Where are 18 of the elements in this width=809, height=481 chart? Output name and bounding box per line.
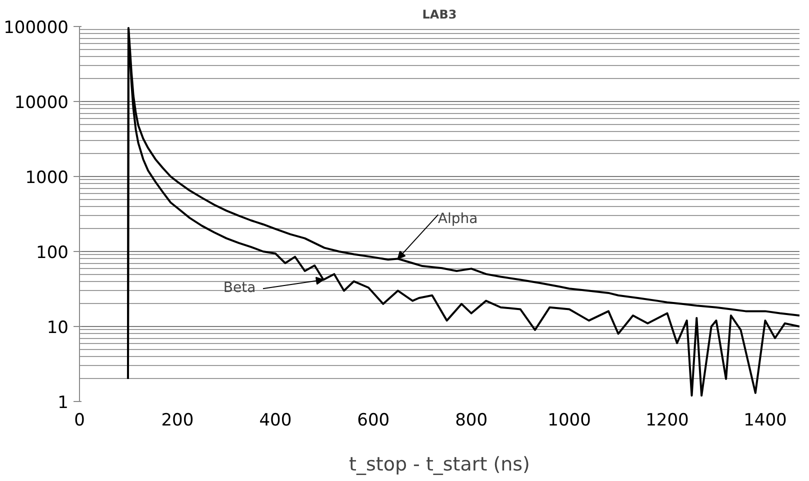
x-tick-label: 400: [259, 410, 292, 430]
x-tick-label: 600: [357, 410, 390, 430]
chart-title: LAB3: [422, 8, 457, 22]
annotation: Alpha: [438, 210, 478, 227]
x-tick-label: 1200: [646, 410, 689, 430]
x-axis-title: t_stop - t_start (ns): [349, 454, 530, 476]
x-tick-label: 0: [74, 410, 85, 430]
x-tick-label: 1400: [744, 410, 787, 430]
y-tick-label: 100000: [4, 18, 69, 38]
y-tick-label: 1000: [25, 168, 68, 188]
y-tick-label: 100: [36, 243, 69, 263]
y-tick-label: 1: [58, 393, 69, 413]
x-tick-label: 800: [455, 410, 488, 430]
annotation: Beta: [223, 280, 256, 296]
y-tick-label: 10: [46, 318, 69, 338]
x-tick-label: 200: [161, 410, 194, 430]
x-tick-label: 1000: [548, 410, 591, 430]
y-tick-label: 10000: [14, 93, 69, 113]
